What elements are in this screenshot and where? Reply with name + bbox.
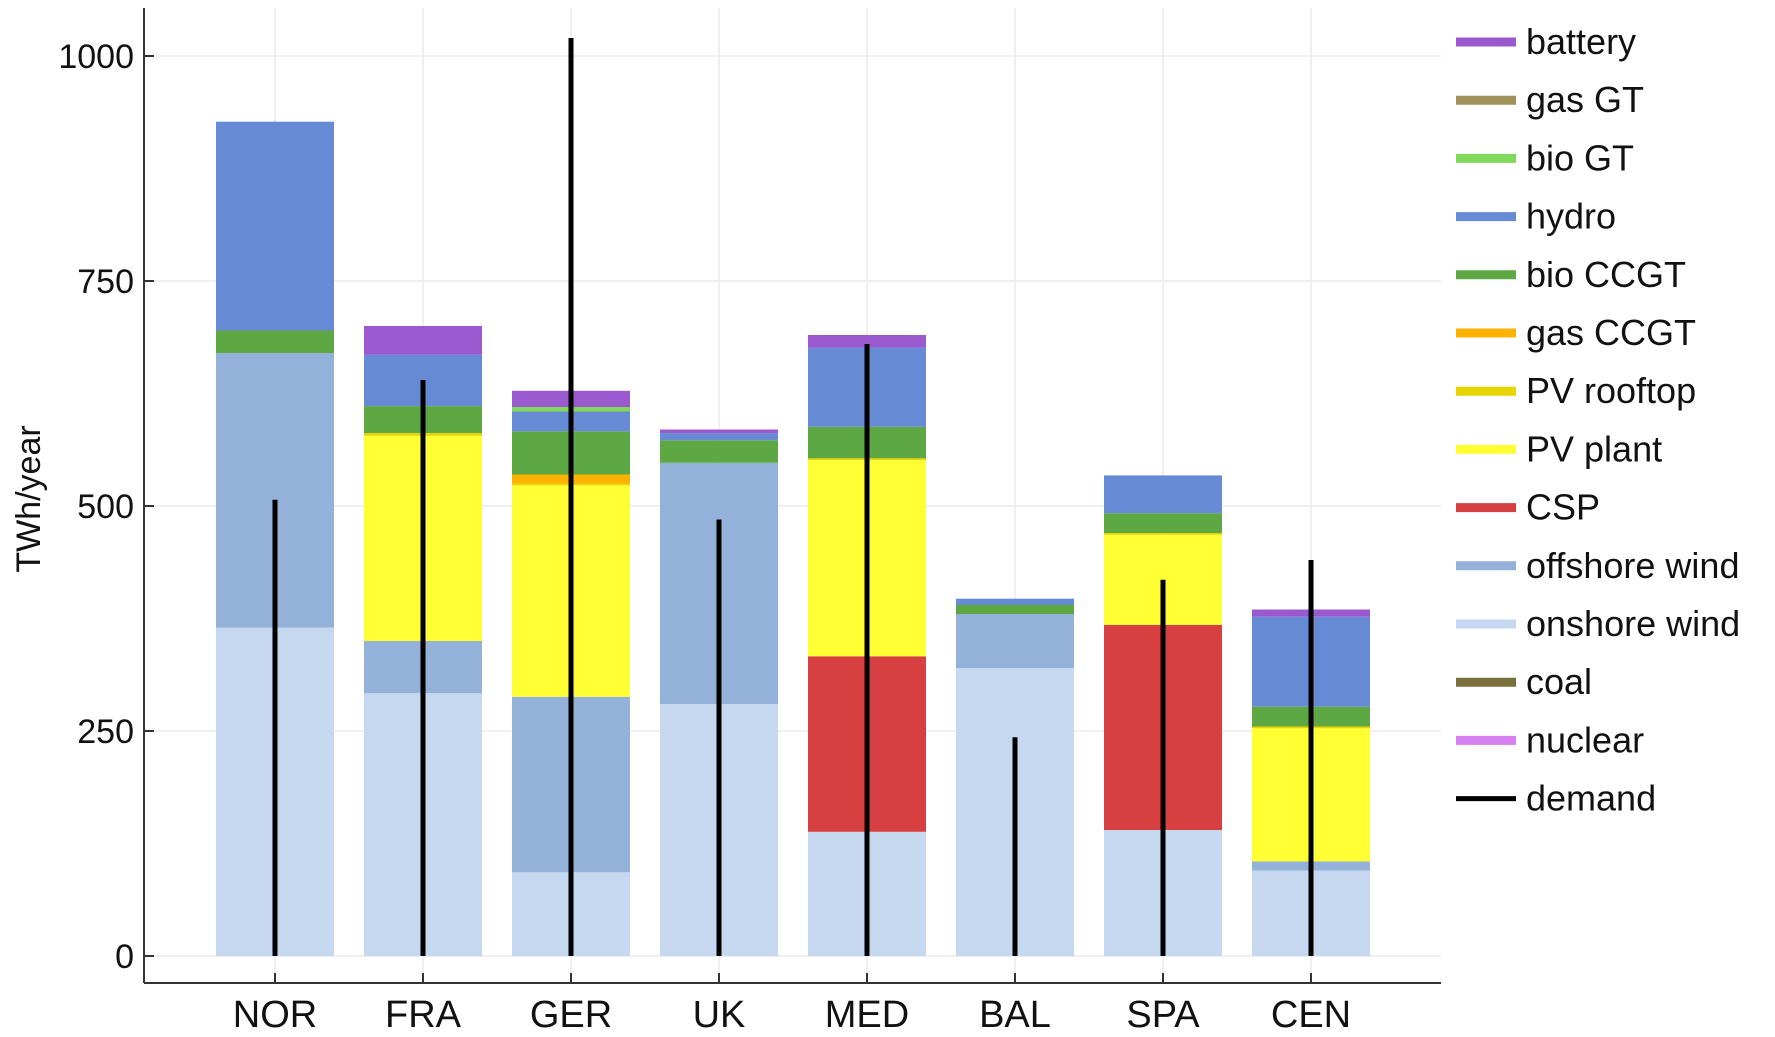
legend-label: onshore wind <box>1526 603 1740 644</box>
legend-label: demand <box>1526 778 1656 819</box>
legend-label: bio GT <box>1526 137 1634 178</box>
x-tick-label-ger: GER <box>530 994 612 1032</box>
bar-segment-uk-battery <box>660 429 778 434</box>
bar-segment-nor-hydro <box>216 121 334 331</box>
legend-label: gas GT <box>1526 79 1644 120</box>
legend-item-onshore-wind: onshore wind <box>1456 603 1740 644</box>
legend-label: PV plant <box>1526 428 1662 469</box>
legend-label: offshore wind <box>1526 545 1739 586</box>
legend: battery gas GT bio GT hydro bio CCGT gas CCGT… <box>1456 21 1740 819</box>
x-tick-label-uk: UK <box>693 994 746 1032</box>
x-tick-label-cen: CEN <box>1271 994 1351 1032</box>
y-tick-label: 1000 <box>58 38 134 76</box>
x-tick-label-med: MED <box>825 994 909 1032</box>
bars <box>216 121 1370 956</box>
legend-item-bio-gt: bio GT <box>1456 137 1634 178</box>
legend-label: bio CCGT <box>1526 254 1686 295</box>
bar-segment-spa-pv-rooftop <box>1104 533 1222 535</box>
y-tick-label: 500 <box>77 488 134 526</box>
legend-label: hydro <box>1526 196 1616 237</box>
bar-segment-nor-bio-ccgt <box>216 330 334 353</box>
y-tick-label: 250 <box>77 713 134 751</box>
bar-segment-spa-hydro <box>1104 475 1222 514</box>
legend-item-battery: battery <box>1456 21 1636 62</box>
legend-label: battery <box>1526 21 1636 62</box>
legend-item-csp: CSP <box>1456 487 1600 528</box>
y-tick-label: 750 <box>77 263 134 301</box>
y-tick-label: 0 <box>115 938 134 976</box>
bar-segment-uk-bio-ccgt <box>660 440 778 463</box>
legend-item-bio-ccgt: bio CCGT <box>1456 254 1686 295</box>
x-tick-label-nor: NOR <box>233 994 317 1032</box>
legend-item-demand: demand <box>1456 778 1656 819</box>
bar-segment-uk-hydro <box>660 433 778 441</box>
bar-segment-bal-hydro <box>956 598 1074 605</box>
legend-label: PV rooftop <box>1526 370 1696 411</box>
legend-item-coal: coal <box>1456 661 1592 702</box>
demand-lines <box>272 38 1314 956</box>
legend-item-pv-rooftop: PV rooftop <box>1456 370 1696 411</box>
legend-item-gas-gt: gas GT <box>1456 79 1644 120</box>
grid-lines <box>144 8 1441 983</box>
legend-item-pv-plant: PV plant <box>1456 428 1662 469</box>
legend-item-nuclear: nuclear <box>1456 719 1644 760</box>
x-tick-label-bal: BAL <box>979 994 1051 1032</box>
axes: 0 250 500 750 1000 NOR FRA GER UK MED BAL SPA CEN <box>58 8 1441 1036</box>
legend-item-offshore-wind: offshore wind <box>1456 545 1739 586</box>
legend-item-gas-ccgt: gas CCGT <box>1456 312 1696 353</box>
legend-label: CSP <box>1526 487 1600 528</box>
legend-item-hydro: hydro <box>1456 196 1616 237</box>
y-axis-label: TWh/year <box>10 425 48 572</box>
x-tick-label-spa: SPA <box>1126 994 1200 1032</box>
bar-segment-bal-bio-ccgt <box>956 605 1074 614</box>
bar-segment-spa-bio-ccgt <box>1104 513 1222 533</box>
legend-label: gas CCGT <box>1526 312 1696 353</box>
legend-label: coal <box>1526 661 1592 702</box>
x-tick-label-fra: FRA <box>385 994 462 1032</box>
bar-segment-med-battery <box>808 335 926 348</box>
bar-segment-fra-battery <box>364 326 482 355</box>
legend-label: nuclear <box>1526 719 1644 760</box>
bar-segment-bal-offshore-wind <box>956 614 1074 668</box>
